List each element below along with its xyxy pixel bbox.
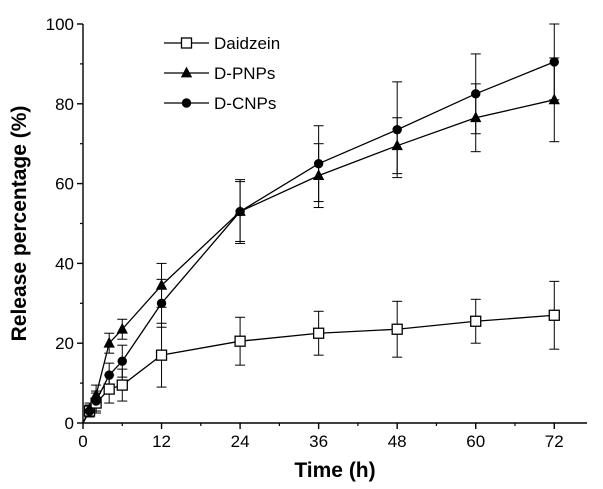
legend-marker-d-pnps xyxy=(180,66,193,78)
d-cnps-marker xyxy=(471,89,481,99)
legend-label-daidzein: Daidzein xyxy=(214,34,280,53)
d-cnps-marker xyxy=(549,57,559,67)
daidzein-marker xyxy=(155,349,168,361)
d-cnps-marker xyxy=(117,356,127,366)
d-cnps-marker xyxy=(235,206,245,217)
y-tick-label: 0 xyxy=(65,414,74,433)
x-tick-label: 0 xyxy=(78,432,87,451)
legend-label-d-cnps: D-CNPs xyxy=(214,94,276,113)
d-pnps-marker xyxy=(548,93,560,105)
legend: Daidzein D-PNPs D-CNPs xyxy=(164,34,280,113)
d-cnps-marker xyxy=(313,158,324,169)
d-pnps-marker xyxy=(155,278,168,290)
d-pnps-marker xyxy=(470,111,482,123)
legend-marker-daidzein xyxy=(180,37,193,49)
y-tick-label: 20 xyxy=(55,334,74,353)
daidzein-marker xyxy=(103,383,115,395)
x-tick-label: 24 xyxy=(231,432,250,451)
data-markers xyxy=(83,57,560,417)
y-tick-label: 100 xyxy=(46,15,74,34)
daidzein-marker xyxy=(470,315,482,327)
y-axis-title: Release percentage (%) xyxy=(8,106,31,342)
axes: 0 20 40 60 80 100 0 12 24 36 48 60 72 xyxy=(46,15,587,451)
error-bars xyxy=(84,23,560,418)
daidzein-marker xyxy=(116,379,128,391)
y-tick-label: 60 xyxy=(55,175,74,194)
d-cnps-marker xyxy=(156,298,167,309)
y-tick-label: 80 xyxy=(55,95,74,114)
d-cnps-marker xyxy=(392,125,402,135)
daidzein-marker xyxy=(391,323,403,335)
x-tick-label: 60 xyxy=(466,432,485,451)
d-pnps-marker xyxy=(103,336,115,348)
x-tick-label: 48 xyxy=(388,432,407,451)
y-tick-label: 40 xyxy=(55,254,74,273)
daidzein-marker xyxy=(548,309,560,321)
d-cnps-marker xyxy=(91,396,101,406)
legend-marker-d-cnps xyxy=(181,98,192,108)
legend-label-d-pnps: D-PNPs xyxy=(214,64,275,83)
series-lines xyxy=(82,61,555,424)
daidzein-marker xyxy=(234,335,246,347)
d-pnps-marker xyxy=(391,139,403,151)
d-pnps-marker xyxy=(312,169,325,181)
d-cnps-marker xyxy=(84,406,95,416)
x-tick-label: 72 xyxy=(545,432,564,451)
x-tick-label: 36 xyxy=(309,432,328,451)
x-tick-label: 12 xyxy=(152,432,171,451)
d-cnps-marker xyxy=(104,370,114,380)
x-axis-title: Time (h) xyxy=(294,459,375,482)
d-pnps-marker xyxy=(116,322,128,334)
daidzein-marker xyxy=(312,327,325,339)
